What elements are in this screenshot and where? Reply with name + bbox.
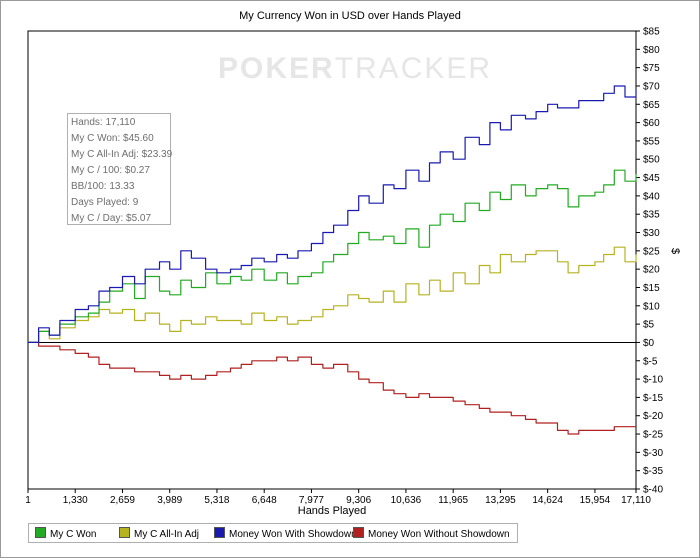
y-tick-label: $75 <box>643 63 660 74</box>
y-tick-label: $50 <box>643 155 660 166</box>
y-tick-label: $45 <box>643 173 660 184</box>
x-tick-label: 1 <box>25 495 31 506</box>
y-tick-label: $60 <box>643 118 660 129</box>
x-tick-label: 9,306 <box>346 495 371 506</box>
y-tick-label: $30 <box>643 228 660 239</box>
legend-swatch-olive <box>119 527 130 538</box>
y-tick-label: $35 <box>643 210 660 221</box>
y-tick-label: $40 <box>643 191 660 202</box>
x-axis-title: Hands Played <box>298 505 367 517</box>
y-tick-label: $25 <box>643 246 660 257</box>
stat-won: My C Won: $45.60 <box>71 133 154 144</box>
y-tick-label: $0 <box>643 338 655 349</box>
x-tick-label: 5,318 <box>204 495 229 506</box>
stat-allin-adj: My C All-In Adj: $23.39 <box>71 149 173 160</box>
x-tick-label: 11,965 <box>438 495 468 506</box>
y-tick-label: $85 <box>643 27 660 38</box>
x-tick-label: 3,989 <box>157 495 182 506</box>
legend-swatch-red <box>353 527 364 538</box>
series-line-money-won-with-showdown <box>28 85 637 343</box>
legend-label: Money Won Without Showdown <box>368 529 510 540</box>
series-line-my-c-won <box>28 169 637 343</box>
stats-box: Hands: 17,110 My C Won: $45.60 My C All-… <box>67 113 173 225</box>
tick-labels: $85 $80 $75 $70 $65 $60 $55 $50 $45 $40 $35 $30 $25 $… <box>25 27 663 507</box>
x-tick-label: 7,977 <box>299 495 324 506</box>
x-tick-label: 6,648 <box>252 495 277 506</box>
x-tick-label: 17,110 <box>621 495 651 506</box>
pokertracker-watermark: POKERTRACKER <box>218 52 492 86</box>
y-tick-label: $55 <box>643 136 660 147</box>
legend-label: My C All-In Adj <box>134 529 200 540</box>
x-tick-label: 2,659 <box>110 495 135 506</box>
stat-per-day: My C / Day: $5.07 <box>71 213 152 224</box>
y-tick-label: $-30 <box>643 448 663 459</box>
y-tick-label: $5 <box>643 320 655 331</box>
y-tick-label: $-10 <box>643 375 663 386</box>
x-tick-label: 13,295 <box>485 495 516 506</box>
y-tick-label: $-40 <box>643 485 663 496</box>
y-tick-label: $65 <box>643 100 660 111</box>
series-line-money-won-without-showdown <box>28 341 636 435</box>
legend-item-allin-adj[interactable]: My C All-In Adj <box>119 527 199 540</box>
watermark-thin: TRACKER <box>334 52 493 85</box>
y-tick-label: $-20 <box>643 411 663 422</box>
series-line-my-c-all-in-adj <box>28 246 637 343</box>
legend-label: Money Won With Showdown <box>229 529 357 540</box>
legend: My C Won My C All-In Adj Money Won With … <box>28 523 518 543</box>
x-tick-label: 10,636 <box>391 495 422 506</box>
stat-per-100: My C / 100: $0.27 <box>71 165 150 176</box>
y-tick-label: $20 <box>643 265 660 276</box>
legend-item-without-showdown[interactable]: Money Won Without Showdown <box>353 527 510 540</box>
watermark-bold: POKER <box>218 52 335 85</box>
y-tick-label: $10 <box>643 301 660 312</box>
stat-days-played: Days Played: 9 <box>71 197 139 208</box>
legend-swatch-green <box>35 527 46 538</box>
y-tick-label: $-15 <box>643 393 663 404</box>
chart-title: My Currency Won in USD over Hands Played <box>239 10 461 22</box>
plot-area-border <box>27 30 637 490</box>
y-tick-label: $-25 <box>643 430 663 441</box>
x-tick-label: 1,330 <box>63 495 88 506</box>
legend-swatch-blue <box>214 527 225 538</box>
x-tick-label: 14,624 <box>532 495 563 506</box>
legend-item-with-showdown[interactable]: Money Won With Showdown <box>214 527 357 540</box>
y-tick-label: $15 <box>643 283 660 294</box>
y-tick-label: $-35 <box>643 466 663 477</box>
y-tick-label: $70 <box>643 81 660 92</box>
legend-item-my-c-won[interactable]: My C Won <box>35 527 97 540</box>
y-axis-title: $ <box>669 248 681 254</box>
y-tick-label: $-5 <box>643 356 658 367</box>
y-tick-label: $80 <box>643 45 660 56</box>
legend-label: My C Won <box>50 529 97 540</box>
series-lines <box>28 85 637 435</box>
stat-bb-100: BB/100: 13.33 <box>71 181 135 192</box>
x-tick-label: 15,954 <box>580 495 611 506</box>
stat-hands: Hands: 17,110 <box>71 117 136 128</box>
